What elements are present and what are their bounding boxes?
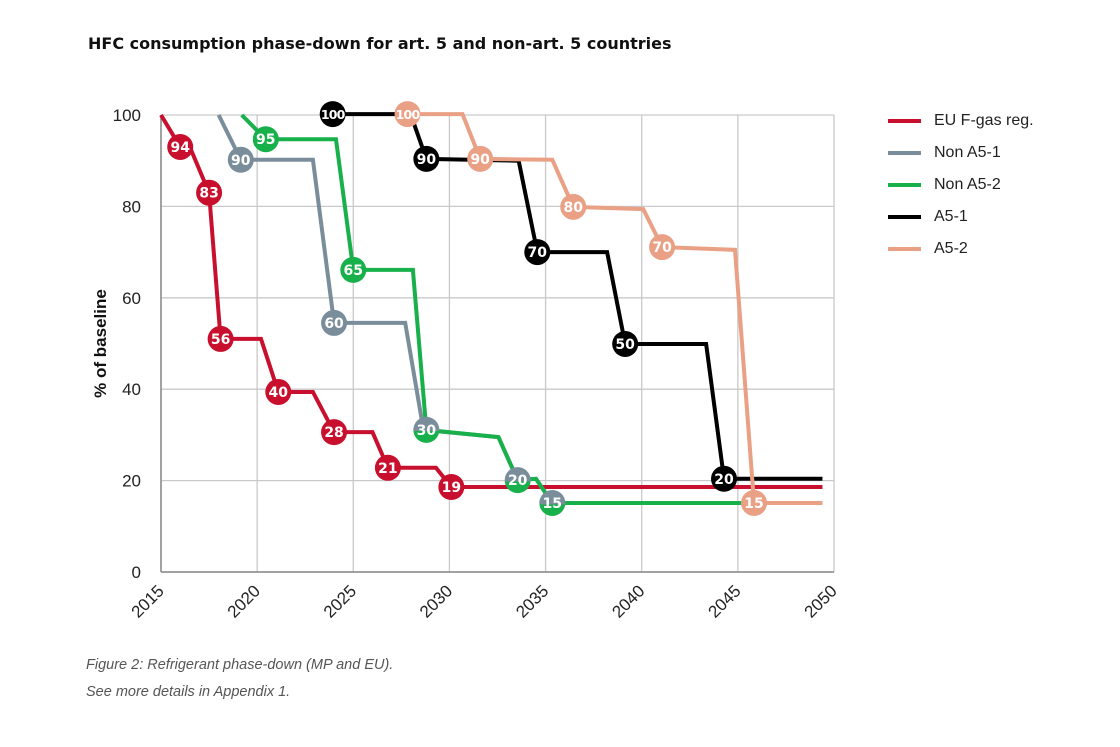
legend-label: Non A5-1 [934, 144, 1001, 161]
data-point-marker [340, 256, 367, 283]
x-tick-label: 2025 [320, 581, 360, 621]
legend-item: A5-1 [888, 201, 1034, 233]
data-point-marker [227, 146, 254, 173]
data-point-marker [413, 145, 440, 172]
data-point-marker [413, 416, 440, 443]
data-label: 100 [321, 107, 346, 122]
legend-swatch [888, 151, 921, 155]
x-tick-label: 2045 [705, 581, 745, 621]
y-tick-label: 20 [122, 472, 141, 491]
y-tick-label: 100 [113, 106, 141, 125]
data-point-marker [711, 465, 738, 492]
y-tick-label: 60 [122, 289, 141, 308]
data-label: 15 [543, 496, 562, 512]
data-label: 90 [470, 152, 490, 168]
caption-line: See more details in Appendix 1. [86, 684, 291, 700]
legend-label: EU F-gas reg. [934, 112, 1034, 129]
data-label: 20 [508, 473, 528, 489]
data-label: 20 [714, 472, 734, 488]
data-point-marker [612, 330, 639, 357]
y-axis-label: % of baseline [91, 289, 110, 398]
data-label: 60 [324, 316, 344, 332]
y-tick-label: 0 [132, 563, 141, 582]
legend-item: Non A5-1 [888, 137, 1034, 169]
caption-line: Figure 2: Refrigerant phase-down (MP and… [86, 657, 394, 673]
legend-item: EU F-gas reg. [888, 105, 1034, 137]
x-tick-label: 2040 [608, 581, 648, 621]
data-label: 40 [269, 385, 289, 401]
data-label: 65 [344, 263, 363, 279]
data-point-marker [374, 454, 401, 481]
x-tick-label: 2050 [801, 581, 841, 621]
data-label: 56 [211, 332, 230, 348]
data-label: 28 [324, 425, 343, 441]
data-point-marker [504, 467, 531, 494]
legend-item: A5-2 [888, 233, 1034, 265]
series-line [407, 112, 823, 505]
data-label: 94 [170, 140, 190, 156]
data-label: 50 [615, 337, 635, 353]
data-label: 21 [378, 461, 397, 477]
data-label: 70 [528, 245, 548, 261]
y-tick-label: 80 [122, 197, 141, 216]
data-label: 83 [199, 186, 218, 202]
data-label: 90 [231, 153, 251, 169]
series-line [332, 112, 823, 481]
data-point-marker [196, 179, 223, 206]
data-point-marker [319, 101, 346, 128]
legend-label: A5-1 [934, 208, 968, 225]
data-point-marker [265, 378, 292, 405]
data-point-marker [560, 193, 587, 220]
chart-title: HFC consumption phase-down for art. 5 an… [88, 34, 672, 53]
legend-swatch [888, 119, 921, 123]
data-label: 30 [417, 423, 437, 439]
data-point-marker [394, 101, 421, 128]
data-point-marker [207, 325, 234, 352]
data-label: 15 [744, 496, 763, 512]
data-point-marker [438, 473, 465, 500]
legend-item: Non A5-2 [888, 169, 1034, 201]
series-line [159, 113, 823, 489]
data-label: 70 [652, 240, 672, 256]
data-point-marker [539, 489, 566, 516]
data-point-marker [649, 234, 676, 261]
data-point-marker [252, 126, 279, 153]
data-label: 80 [564, 200, 584, 216]
data-point-marker [167, 133, 194, 160]
legend-label: A5-2 [934, 240, 968, 257]
figure-caption: Figure 2: Refrigerant phase-down (MP and… [86, 652, 393, 706]
legend-swatch [888, 247, 921, 251]
x-tick-label: 2030 [416, 581, 456, 621]
data-point-marker [524, 239, 551, 266]
series-line [240, 113, 760, 505]
x-tick-label: 2020 [224, 581, 264, 621]
data-label: 90 [417, 152, 437, 168]
legend-swatch [888, 215, 921, 219]
legend: EU F-gas reg. Non A5-1 Non A5-2 A5-1 A5-… [888, 105, 1034, 265]
x-tick-label: 2015 [128, 581, 168, 621]
data-label: 19 [442, 480, 461, 496]
data-point-marker [321, 419, 348, 446]
legend-label: Non A5-2 [934, 176, 1001, 193]
x-tick-label: 2035 [512, 581, 552, 621]
data-point-marker [321, 309, 348, 336]
data-label: 100 [396, 107, 421, 122]
data-point-marker [741, 489, 768, 516]
data-point-marker [467, 145, 494, 172]
y-tick-label: 40 [122, 380, 141, 399]
data-label: 95 [256, 132, 275, 148]
legend-swatch [888, 183, 921, 187]
